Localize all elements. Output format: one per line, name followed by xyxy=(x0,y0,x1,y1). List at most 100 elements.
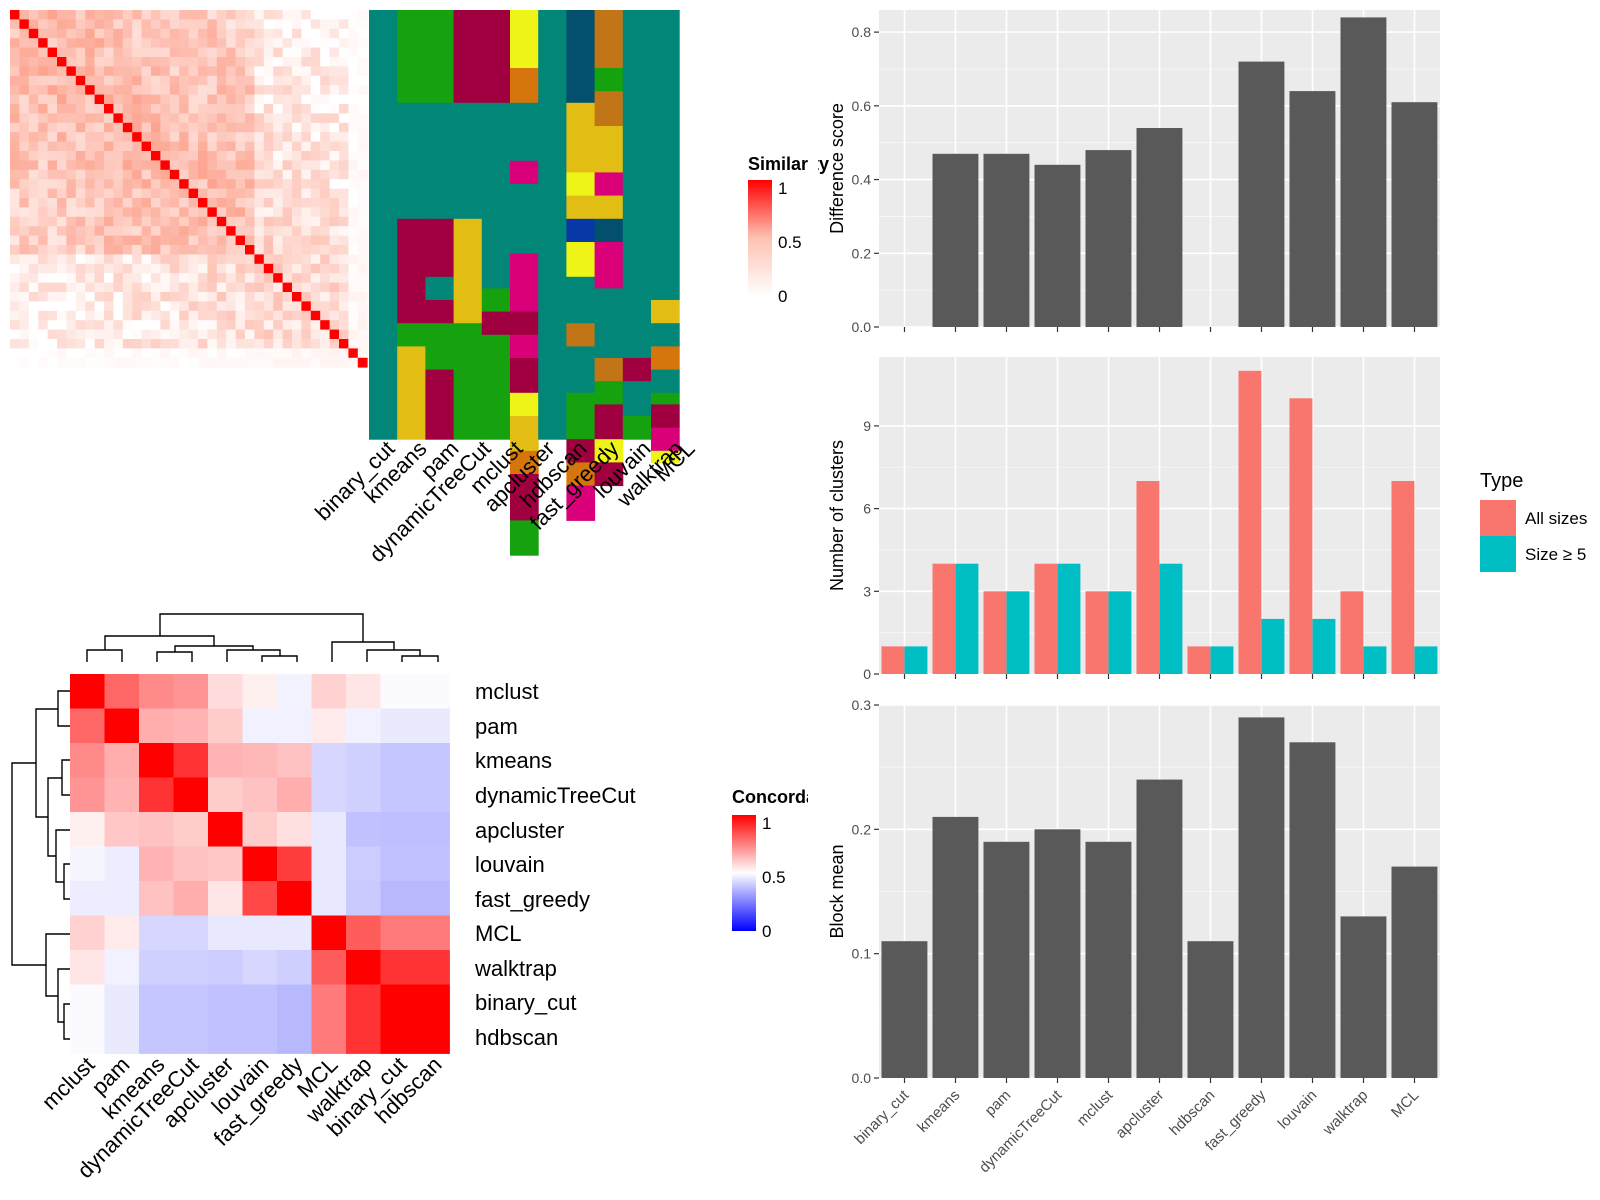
concordance-cell xyxy=(139,1019,174,1054)
similarity-cell xyxy=(263,104,274,114)
membership-cell-mclust xyxy=(481,102,511,289)
similarity-cell xyxy=(141,57,152,67)
similarity-cell xyxy=(207,310,218,321)
similarity-cell xyxy=(141,104,152,114)
membership-cell-pam xyxy=(425,276,455,301)
similarity-cell xyxy=(132,320,142,330)
similarity-cell xyxy=(273,226,283,236)
similarity-cell xyxy=(113,320,124,330)
similarity-cell xyxy=(10,348,20,359)
concordance-cell xyxy=(242,743,278,778)
similarity-cell xyxy=(75,263,86,274)
similarity-cell xyxy=(160,85,171,95)
similarity-cell xyxy=(310,75,321,86)
similarity-cell xyxy=(151,28,161,39)
similarity-cell xyxy=(310,113,321,124)
similarity-cell xyxy=(104,151,114,161)
bar-MCL xyxy=(1391,866,1438,1078)
similarity-cell xyxy=(10,310,20,321)
similarity-cell xyxy=(320,310,330,321)
similarity-cell xyxy=(348,122,359,133)
similarity-cell xyxy=(310,216,321,227)
similarity-cell xyxy=(47,47,58,58)
similarity-cell xyxy=(207,216,218,227)
similarity-cell xyxy=(151,132,161,142)
similarity-cell xyxy=(85,226,95,236)
concordance-cell xyxy=(380,1019,416,1054)
similarity-cell xyxy=(357,113,368,124)
similarity-cell xyxy=(179,10,189,20)
similarity-cell xyxy=(188,207,199,218)
concordance-cell xyxy=(380,881,416,916)
similarity-cell xyxy=(94,357,105,368)
similarity-cell xyxy=(179,198,189,208)
similarity-cell xyxy=(113,151,124,161)
bar-dynamicTreeCut xyxy=(1034,829,1081,1078)
similarity-cell xyxy=(122,160,133,171)
similarity-cell xyxy=(122,113,133,124)
similarity-cell xyxy=(207,226,218,236)
similarity-cell xyxy=(263,169,274,180)
bar-walktrap xyxy=(1340,916,1387,1078)
similarity-cell xyxy=(292,141,302,152)
row-label-MCL: MCL xyxy=(475,921,521,946)
similarity-cell xyxy=(263,160,274,171)
similarity-cell xyxy=(66,357,77,368)
similarity-cell xyxy=(273,301,283,312)
concordance-cell xyxy=(70,881,105,916)
similarity-cell xyxy=(47,198,58,208)
similarity-cell xyxy=(235,132,246,142)
similarity-cell xyxy=(179,28,189,39)
similarity-cell xyxy=(348,28,359,39)
similarity-cell xyxy=(207,113,218,124)
concordance-cell xyxy=(277,708,312,744)
similarity-cell xyxy=(141,348,152,359)
similarity-cell xyxy=(310,19,321,30)
similarity-cell xyxy=(169,151,180,161)
similarity-cell xyxy=(292,339,302,349)
similarity-cell xyxy=(38,10,48,20)
similarity-cell xyxy=(282,310,293,321)
similarity-cell xyxy=(132,357,142,368)
membership-column-labels: binary_cut kmeans pam dynamicTreeCut mcl… xyxy=(310,436,699,567)
similarity-cell xyxy=(301,113,312,124)
similarity-cell xyxy=(273,151,283,161)
similarity-cell xyxy=(94,104,105,114)
similarity-cell xyxy=(75,169,86,180)
membership-cell-fast_greedy xyxy=(566,102,596,173)
concordance-cell xyxy=(139,708,174,744)
similarity-cell xyxy=(113,160,124,171)
similarity-cell xyxy=(339,216,349,227)
similarity-cell xyxy=(169,113,180,124)
similarity-cell xyxy=(122,207,133,218)
similarity-cell xyxy=(263,301,274,312)
similarity-cell xyxy=(75,226,86,236)
concordance-cell xyxy=(277,915,312,951)
similarity-cell xyxy=(348,310,359,321)
membership-cell-apcluster xyxy=(510,102,539,162)
similarity-cell xyxy=(310,47,321,58)
similarity-cell xyxy=(282,216,293,227)
similarity-cell xyxy=(141,226,152,236)
similarity-cell xyxy=(160,66,171,77)
similarity-cell xyxy=(329,310,340,321)
similarity-cell xyxy=(348,132,359,142)
similarity-cell xyxy=(357,38,368,48)
similarity-cell xyxy=(282,104,293,114)
similarity-cell xyxy=(94,339,105,349)
similarity-cell xyxy=(75,216,86,227)
row-dendrogram xyxy=(11,690,70,1040)
similarity-cell xyxy=(348,85,359,95)
similarity-cell xyxy=(19,132,30,142)
similarity-cell xyxy=(188,122,199,133)
similarity-cell xyxy=(151,320,161,330)
similarity-cell xyxy=(282,66,293,77)
similarity-cell xyxy=(357,47,368,58)
similarity-cell xyxy=(357,66,368,77)
similarity-cell xyxy=(226,160,236,171)
similarity-cell xyxy=(245,188,255,199)
similarity-cell xyxy=(141,310,152,321)
similarity-cell xyxy=(329,198,340,208)
similarity-cell xyxy=(94,310,105,321)
similarity-cell xyxy=(47,28,58,39)
